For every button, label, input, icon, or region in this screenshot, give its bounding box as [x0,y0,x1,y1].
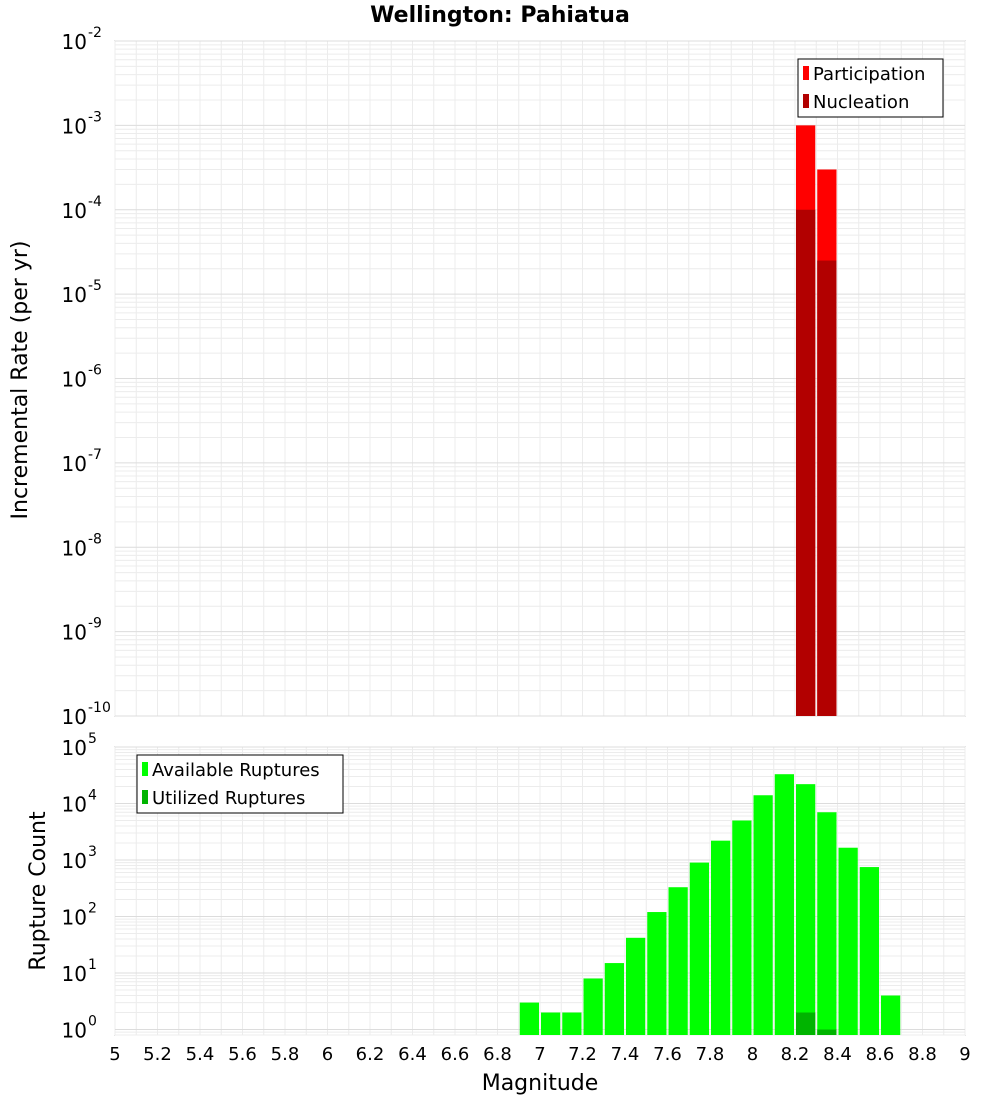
x-axis-label: Magnitude [482,1071,599,1096]
y-tick-exponent: -6 [88,363,102,379]
bottom-bar-secondary [817,1029,837,1035]
top-gridlines [114,40,966,717]
bottom-bar-primary [647,912,667,1035]
legend-label: Utilized Ruptures [152,788,305,809]
y-tick-label: 10 [62,452,87,476]
bottom-bar-primary [796,784,816,1035]
bottom-bar-primary [732,820,752,1035]
y-tick-exponent: -4 [88,194,102,210]
bottom-bars [519,774,901,1035]
y-tick-exponent: -8 [88,531,102,547]
x-tick-label: 5.8 [271,1044,300,1065]
y-tick-label: 10 [62,705,87,729]
x-tick-label: 7.8 [696,1044,725,1065]
legend-swatch [803,66,809,80]
x-tick-label: 7.6 [653,1044,682,1065]
bottom-bar-primary [668,887,688,1035]
x-tick-label: 5.2 [143,1044,172,1065]
bottom-bar-primary [541,1012,561,1035]
bottom-bar-primary [583,978,603,1035]
x-tick-label: 9 [959,1044,970,1065]
legend-label: Available Ruptures [152,760,320,781]
y-tick-label: 10 [62,962,87,986]
y-tick-exponent: 3 [88,844,97,860]
chart-title: Wellington: Pahiatua [370,3,630,28]
x-tick-label: 5.6 [228,1044,257,1065]
x-tick-label: 8.4 [823,1044,852,1065]
y-tick-label: 10 [62,621,87,645]
bottom-bar-primary [753,795,773,1035]
x-tick-label: 7 [534,1044,545,1065]
bottom-bar-primary [817,812,837,1035]
x-tick-label: 8.8 [908,1044,937,1065]
bottom-bar-secondary [796,1012,816,1035]
y-tick-exponent: 0 [88,1014,97,1030]
bottom-legend: Available Ruptures Utilized Ruptures [136,754,344,814]
x-tick-label: 6.6 [441,1044,470,1065]
y-tick-exponent: -2 [88,25,102,41]
y-tick-label: 10 [62,30,87,54]
top-bar-secondary [817,260,837,716]
legend-box [797,58,944,118]
y-tick-label: 10 [62,114,87,138]
bottom-bar-primary [838,847,858,1035]
top-bars [796,125,837,716]
y-tick-exponent: -5 [88,278,102,294]
x-tick-label: 6 [322,1044,333,1065]
x-tick-label: 6.8 [483,1044,512,1065]
y-tick-label: 10 [62,906,87,930]
x-tick-label: 8.6 [866,1044,895,1065]
y-tick-label: 10 [62,1019,87,1043]
y-tick-exponent: 2 [88,901,97,917]
y-tick-exponent: 5 [88,731,97,747]
y-tick-label: 10 [62,368,87,392]
x-tick-label: 8 [747,1044,758,1065]
y-tick-exponent: -7 [88,447,102,463]
x-tick-label: 5.4 [186,1044,215,1065]
y-tick-label: 10 [62,536,87,560]
legend-swatch [142,762,148,776]
bottom-bar-primary [774,774,794,1035]
x-tick-label: 8.2 [781,1044,810,1065]
bottom-bar-primary [604,963,624,1035]
y-tick-label: 10 [62,199,87,223]
x-tick-label: 7.4 [611,1044,640,1065]
bottom-bar-primary [881,995,901,1035]
legend-label: Participation [813,64,925,85]
x-ticks: 5 5.2 5.4 5.6 5.8 6 6.2 6.4 6.6 6.8 7 7.2 7.4 7.6 7.8 8… [109,1044,970,1065]
y-tick-exponent: -9 [88,616,102,632]
y-tick-exponent: 4 [88,788,97,804]
y-tick-exponent: 1 [88,957,97,973]
legend-swatch [803,94,809,108]
bottom-bar-primary [859,867,879,1035]
x-tick-label: 6.2 [356,1044,385,1065]
top-y-axis-label: Incremental Rate (per yr) [8,241,33,520]
y-tick-exponent: -3 [88,109,102,125]
x-tick-label: 6.4 [398,1044,427,1065]
bottom-bar-primary [626,937,646,1035]
legend-swatch [142,790,148,804]
bottom-bar-primary [689,862,709,1035]
y-tick-exponent: -10 [88,700,111,716]
x-tick-label: 7.2 [568,1044,597,1065]
bottom-y-axis-label: Rupture Count [26,811,51,971]
x-tick-label: 5 [109,1044,120,1065]
legend-label: Nucleation [813,92,909,113]
legend-box [136,754,344,814]
bottom-bar-primary [711,840,731,1035]
y-tick-label: 10 [62,283,87,307]
bottom-bar-primary [519,1002,539,1035]
y-tick-label: 10 [62,793,87,817]
top-bar-secondary [796,209,816,716]
y-tick-label: 10 [62,849,87,873]
bottom-bar-primary [562,1012,582,1035]
y-tick-label: 10 [62,736,87,760]
top-legend: Participation Nucleation [797,58,944,118]
